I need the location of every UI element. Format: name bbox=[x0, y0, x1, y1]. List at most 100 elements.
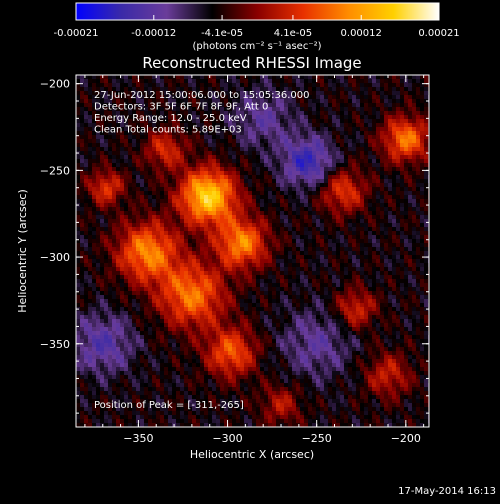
heatmap-pixel bbox=[372, 95, 376, 99]
heatmap-pixel bbox=[228, 75, 232, 79]
heatmap-pixel bbox=[188, 203, 192, 207]
heatmap-pixel bbox=[104, 139, 108, 143]
heatmap-pixel bbox=[136, 215, 140, 219]
heatmap-pixel bbox=[152, 171, 156, 175]
heatmap-pixel bbox=[268, 171, 272, 175]
heatmap-pixel bbox=[112, 219, 116, 223]
heatmap-pixel bbox=[128, 295, 132, 299]
heatmap-pixel bbox=[128, 247, 132, 251]
heatmap-pixel bbox=[360, 231, 364, 235]
heatmap-pixel bbox=[364, 259, 368, 263]
heatmap-pixel bbox=[76, 231, 80, 235]
heatmap-pixel bbox=[340, 251, 344, 255]
heatmap-pixel bbox=[364, 207, 368, 211]
heatmap-pixel bbox=[88, 87, 92, 91]
heatmap-pixel bbox=[424, 199, 428, 203]
heatmap-pixel bbox=[352, 111, 356, 115]
heatmap-pixel bbox=[280, 195, 284, 199]
heatmap-pixel bbox=[380, 87, 384, 91]
heatmap-pixel bbox=[248, 151, 252, 155]
heatmap-pixel bbox=[304, 283, 308, 287]
heatmap-pixel bbox=[368, 287, 372, 291]
heatmap-pixel bbox=[400, 295, 404, 299]
heatmap-pixel bbox=[356, 123, 360, 127]
heatmap-pixel bbox=[352, 255, 356, 259]
heatmap-pixel bbox=[364, 147, 368, 151]
heatmap-pixel bbox=[308, 203, 312, 207]
heatmap-pixel bbox=[236, 279, 240, 283]
heatmap-pixel bbox=[348, 287, 352, 291]
heatmap-pixel bbox=[384, 79, 388, 83]
heatmap-pixel bbox=[384, 279, 388, 283]
heatmap-pixel bbox=[184, 283, 188, 287]
heatmap-pixel bbox=[232, 175, 236, 179]
heatmap-pixel bbox=[212, 243, 216, 247]
heatmap-pixel bbox=[360, 151, 364, 155]
heatmap-pixel bbox=[188, 135, 192, 139]
heatmap-pixel bbox=[376, 91, 380, 95]
heatmap-pixel bbox=[104, 167, 108, 171]
heatmap-pixel bbox=[268, 107, 272, 111]
heatmap-pixel bbox=[304, 291, 308, 295]
heatmap-pixel bbox=[312, 179, 316, 183]
heatmap-pixel bbox=[88, 183, 92, 187]
heatmap-pixel bbox=[388, 191, 392, 195]
heatmap-pixel bbox=[120, 183, 124, 187]
heatmap-pixel bbox=[348, 171, 352, 175]
heatmap-pixel bbox=[324, 147, 328, 151]
heatmap-pixel bbox=[372, 227, 376, 231]
heatmap-pixel bbox=[208, 215, 212, 219]
heatmap-pixel bbox=[212, 223, 216, 227]
heatmap-pixel bbox=[304, 175, 308, 179]
heatmap-pixel bbox=[160, 187, 164, 191]
heatmap-pixel bbox=[104, 215, 108, 219]
heatmap-pixel bbox=[168, 223, 172, 227]
heatmap-pixel bbox=[388, 279, 392, 283]
heatmap-pixel bbox=[404, 279, 408, 283]
heatmap-pixel bbox=[416, 163, 420, 167]
heatmap-pixel bbox=[100, 267, 104, 271]
heatmap-pixel bbox=[124, 243, 128, 247]
heatmap-pixel bbox=[172, 243, 176, 247]
heatmap-pixel bbox=[320, 283, 324, 287]
heatmap-pixel bbox=[356, 171, 360, 175]
heatmap-pixel bbox=[220, 239, 224, 243]
heatmap-pixel bbox=[268, 211, 272, 215]
heatmap-pixel bbox=[208, 287, 212, 291]
heatmap-pixel bbox=[256, 231, 260, 235]
heatmap-pixel bbox=[380, 219, 384, 223]
heatmap-pixel bbox=[212, 287, 216, 291]
heatmap-pixel bbox=[236, 179, 240, 183]
heatmap-pixel bbox=[156, 255, 160, 259]
heatmap-pixel bbox=[184, 135, 188, 139]
heatmap-pixel bbox=[184, 199, 188, 203]
heatmap-pixel bbox=[280, 267, 284, 271]
heatmap-pixel bbox=[396, 131, 400, 135]
heatmap-pixel bbox=[224, 179, 228, 183]
heatmap-pixel bbox=[80, 295, 84, 299]
heatmap-pixel bbox=[176, 195, 180, 199]
heatmap-pixel bbox=[356, 167, 360, 171]
heatmap-pixel bbox=[216, 211, 220, 215]
heatmap-pixel bbox=[192, 211, 196, 215]
heatmap-pixel bbox=[376, 163, 380, 167]
heatmap-pixel bbox=[224, 287, 228, 291]
heatmap-pixel bbox=[280, 271, 284, 275]
heatmap-pixel bbox=[348, 163, 352, 167]
heatmap-pixel bbox=[268, 267, 272, 271]
heatmap-pixel bbox=[404, 195, 408, 199]
heatmap-pixel bbox=[180, 155, 184, 159]
heatmap-pixel bbox=[164, 283, 168, 287]
heatmap-pixel bbox=[392, 243, 396, 247]
heatmap-pixel bbox=[92, 231, 96, 235]
heatmap-pixel bbox=[76, 131, 80, 135]
heatmap-pixel bbox=[260, 223, 264, 227]
heatmap-pixel bbox=[300, 111, 304, 115]
colorbar-tick-label: 0.00012 bbox=[341, 28, 382, 39]
heatmap-pixel bbox=[328, 255, 332, 259]
heatmap-pixel bbox=[212, 247, 216, 251]
heatmap-pixel bbox=[324, 91, 328, 95]
heatmap-pixel bbox=[376, 227, 380, 231]
heatmap-pixel bbox=[296, 223, 300, 227]
heatmap-pixel bbox=[284, 275, 288, 279]
